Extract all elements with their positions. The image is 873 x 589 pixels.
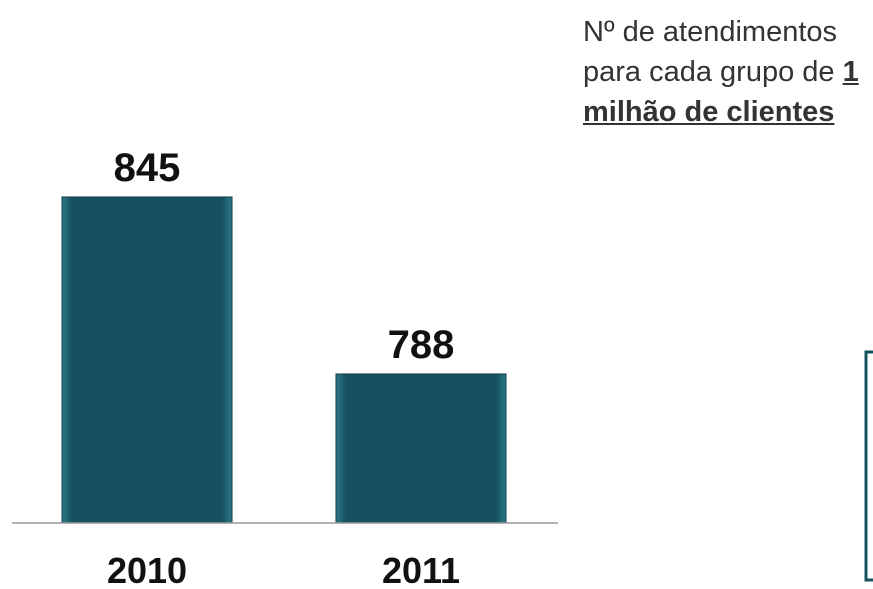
x-tick-label: 2011 [382,550,460,589]
annotation-text: Nº de atendimentos para cada grupo de [583,16,838,88]
x-tick-label: 2010 [107,550,187,589]
value-label: 845 [114,146,181,190]
annotation: Nº de atendimentos para cada grupo de 1 … [583,12,871,132]
bar [335,373,507,524]
side-panel [864,350,873,582]
annotation-emphasis: 1 milhão de clientes [583,56,859,128]
value-label: 788 [388,323,455,367]
bar [61,196,233,524]
